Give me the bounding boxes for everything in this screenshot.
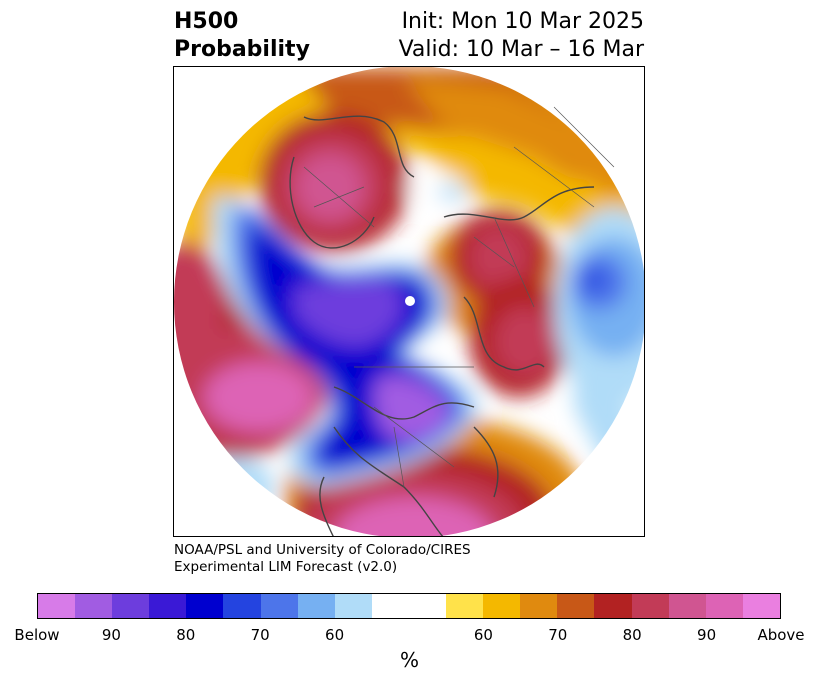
colorbar-segment bbox=[631, 594, 669, 618]
colorbar-segment bbox=[742, 594, 780, 618]
credit-line-2: Experimental LIM Forecast (v2.0) bbox=[174, 559, 398, 575]
colorbar-tick-label: Above bbox=[757, 626, 805, 644]
colorbar-tick-label: 60 bbox=[473, 626, 493, 644]
colorbar-tick-label: 60 bbox=[325, 626, 345, 644]
map-title-right: Init: Mon 10 Mar 2025 Valid: 10 Mar – 16… bbox=[399, 8, 644, 64]
colorbar-segment bbox=[668, 594, 706, 618]
colorbar bbox=[37, 593, 781, 619]
colorbar-segment bbox=[705, 594, 743, 618]
colorbar-tick-label: 70 bbox=[548, 626, 568, 644]
colorbar-segment bbox=[38, 594, 76, 618]
colorbar-segment bbox=[446, 594, 484, 618]
colorbar-segment bbox=[75, 594, 113, 618]
colorbar-segment bbox=[149, 594, 187, 618]
colorbar-segment bbox=[483, 594, 521, 618]
colorbar-segment bbox=[186, 594, 224, 618]
colorbar-segment bbox=[260, 594, 298, 618]
colorbar-segment bbox=[408, 594, 447, 618]
colorbar-tick-label: 90 bbox=[101, 626, 121, 644]
colorbar-segment bbox=[557, 594, 595, 618]
north-pole-marker bbox=[405, 296, 415, 306]
colorbar-segment bbox=[334, 594, 372, 618]
colorbar-tick-label: Below bbox=[14, 626, 60, 644]
colorbar-tick-label: 90 bbox=[697, 626, 717, 644]
polar-map bbox=[173, 66, 645, 537]
contour-field bbox=[174, 67, 644, 536]
title-variable: H500 bbox=[174, 9, 239, 34]
colorbar-segment bbox=[371, 594, 409, 618]
init-date: Init: Mon 10 Mar 2025 bbox=[401, 9, 644, 34]
colorbar-ticks: Below 90 80 70 60 60 70 80 90 Above bbox=[0, 626, 819, 646]
map-title-left: H500 Probability bbox=[174, 8, 310, 64]
colorbar-segment bbox=[520, 594, 558, 618]
title-quantity: Probability bbox=[174, 37, 310, 62]
colorbar-segment bbox=[297, 594, 335, 618]
credit-line-1: NOAA/PSL and University of Colorado/CIRE… bbox=[174, 542, 471, 558]
probability-map-svg bbox=[174, 67, 644, 536]
colorbar-segment bbox=[594, 594, 632, 618]
borders bbox=[303, 106, 615, 488]
colorbar-tick-label: 70 bbox=[250, 626, 270, 644]
colorbar-tick-label: 80 bbox=[176, 626, 196, 644]
colorbar-segment bbox=[112, 594, 150, 618]
colorbar-unit: % bbox=[399, 648, 419, 672]
colorbar-segment bbox=[223, 594, 261, 618]
valid-range: Valid: 10 Mar – 16 Mar bbox=[398, 37, 644, 62]
coastlines bbox=[289, 115, 595, 536]
colorbar-tick-label: 80 bbox=[622, 626, 642, 644]
credit-text: NOAA/PSL and University of Colorado/CIRE… bbox=[174, 542, 471, 576]
